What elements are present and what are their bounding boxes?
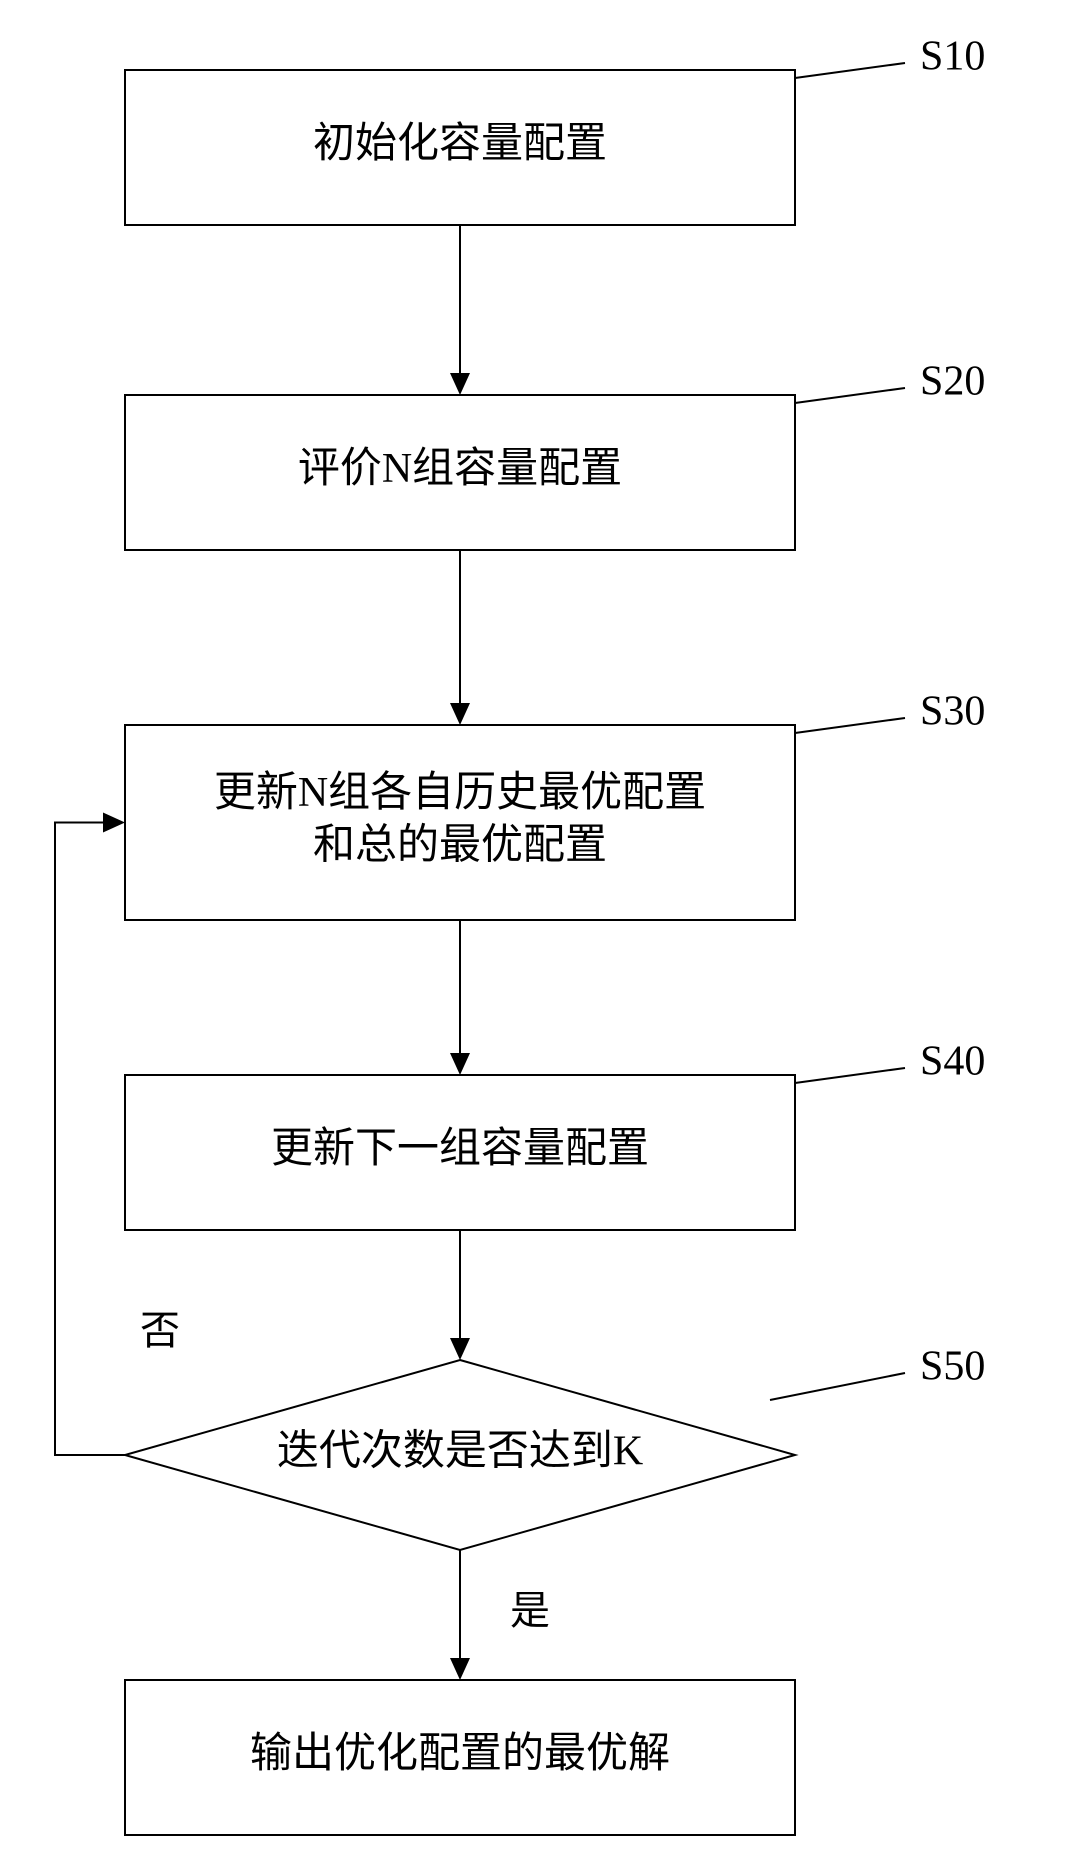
- lead-line-s10: [795, 63, 905, 78]
- arrow-head: [103, 813, 125, 833]
- arrow-head: [450, 703, 470, 725]
- lead-line-s50: [770, 1373, 905, 1400]
- step-label-s10: S10: [920, 34, 985, 80]
- node-s20-label: 评价N组容量配置: [298, 445, 622, 492]
- node-out-label: 输出优化配置的最优解: [250, 1731, 670, 1777]
- arrow-head: [450, 373, 470, 395]
- lead-line-s30: [795, 718, 905, 733]
- node-s30-label: 更新N组各自历史最优配置: [214, 769, 706, 816]
- node-s40-label: 更新下一组容量配置: [271, 1125, 649, 1172]
- arrow-head: [450, 1658, 470, 1680]
- node-s30-label: 和总的最优配置: [313, 822, 607, 868]
- lead-line-s40: [795, 1068, 905, 1083]
- edge-label-4: 是: [510, 1588, 550, 1633]
- edge-s50-s30: [55, 823, 125, 1456]
- node-s10-label: 初始化容量配置: [313, 120, 607, 167]
- arrow-head: [450, 1053, 470, 1075]
- step-label-s50: S50: [920, 1344, 985, 1390]
- step-label-s20: S20: [920, 359, 985, 405]
- step-label-s40: S40: [920, 1039, 985, 1085]
- arrow-head: [450, 1338, 470, 1360]
- node-s50-label: 迭代次数是否达到K: [277, 1429, 643, 1475]
- step-label-s30: S30: [920, 689, 985, 735]
- edge-label-5: 否: [140, 1308, 180, 1353]
- lead-line-s20: [795, 388, 905, 403]
